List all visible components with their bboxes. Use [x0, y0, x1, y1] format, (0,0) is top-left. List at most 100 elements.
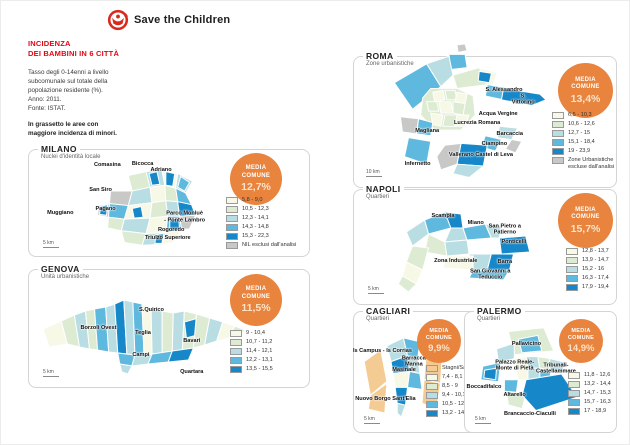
panel-milano-title: MILANO — [38, 144, 80, 154]
badge-value: 9,9% — [428, 342, 450, 354]
legend-swatch — [568, 390, 580, 397]
badge-label: COMUNE — [571, 84, 600, 90]
legend-label: 9,4 - 10,1 — [442, 392, 466, 399]
legend-item: 17,9 - 19,4 — [566, 284, 609, 291]
legend-label: 14,7 - 15,3 — [584, 390, 611, 397]
legend-label: 11,8 - 12,6 — [584, 372, 611, 378]
panel-roma-subtitle: Zone urbanistiche — [366, 61, 414, 67]
legend-label: Zone Urbanistiche escluse dall'analisi — [568, 157, 615, 170]
legend-item: 8,5 - 9 — [426, 383, 475, 390]
legend-label: 13,5 - 15,5 — [246, 366, 273, 373]
scale-label: 5 km — [368, 286, 379, 292]
napoli-map: Scampia Miano San Pietro a Patierno Pontice… — [372, 198, 554, 298]
legend-swatch — [226, 215, 238, 222]
legend-label: 13,2 - 14,4 — [584, 381, 611, 388]
legend-item: 13,9 - 14,7 — [566, 257, 609, 264]
napoli-map-svg — [397, 211, 531, 293]
milano-legend: 5,8 - 9,0 10,5 - 12,3 12,3 - 14,1 14,3 - 14… — [226, 197, 296, 252]
legend-swatch — [552, 139, 564, 146]
legend-item: 11,8 - 12,6 — [568, 372, 611, 379]
legend-item: 9,4 - 10,1 — [426, 392, 475, 399]
legend-item: 14,7 - 15,3 — [568, 390, 611, 397]
genova-scalebar: 5 km — [43, 369, 59, 377]
intro-block: INCIDENZA DEI BAMBINI IN 6 CITTÀ Tasso d… — [28, 39, 128, 139]
legend-swatch — [568, 381, 580, 388]
panel-cagliari-title: CAGLIARI — [363, 306, 414, 316]
save-the-children-logo: Save the Children — [107, 9, 230, 31]
badge-label: COMUNE — [241, 172, 271, 179]
legend-item: Zone Urbanistiche escluse dall'analisi — [552, 157, 614, 170]
legend-swatch — [552, 121, 564, 128]
panel-napoli: NAPOLI Quartieri Scampia Miano — [353, 184, 617, 305]
legend-swatch — [552, 148, 564, 155]
legend-label: Stagni/Saline — [442, 365, 475, 371]
legend-swatch — [568, 408, 580, 415]
legend-swatch — [226, 206, 238, 213]
legend-label: 14,3 - 14,8 — [242, 224, 269, 231]
palermo-legend: 11,8 - 12,6 13,2 - 14,4 14,7 - 15,3 15,7 - … — [568, 372, 611, 417]
panel-palermo-subtitle: Quartieri — [477, 316, 501, 322]
legend-label: 11,4 - 12,1 — [246, 348, 273, 355]
legend-item: 10,6 - 12,6 — [552, 121, 614, 128]
palermo-media-badge: MEDIA COMUNE 14,9% — [559, 319, 603, 363]
legend-swatch — [226, 224, 238, 231]
panel-palermo-title: PALERMO — [474, 306, 525, 316]
badge-label: MEDIA — [429, 328, 449, 335]
legend-label: 16,3 - 17,4 — [582, 275, 609, 282]
panel-roma-title: ROMA — [363, 51, 397, 61]
genova-media-badge: MEDIA COMUNE 11,5% — [230, 274, 282, 326]
legend-label: 5,8 - 9,0 — [242, 197, 263, 203]
panel-genova-title: GENOVA — [38, 264, 83, 274]
roma-media-badge: MEDIA COMUNE 13,4% — [558, 63, 613, 118]
badge-label: MEDIA — [575, 76, 596, 83]
legend-label: 19 - 23,9 — [568, 148, 591, 155]
legend-swatch — [426, 392, 438, 399]
legend-label: 12,3 - 14,1 — [242, 215, 269, 222]
panel-roma: ROMA Zone urbanistiche — [353, 43, 617, 188]
scale-label: 10 km — [366, 169, 380, 175]
milano-scalebar: 5 km — [43, 240, 59, 248]
legend-item: 5,8 - 9,0 — [226, 197, 296, 204]
legend-item: 12,7 - 15 — [552, 130, 614, 137]
legend-item: 15,1 - 18,4 — [552, 139, 614, 146]
panel-napoli-title: NAPOLI — [363, 184, 404, 194]
legend-item: 14,3 - 14,8 — [226, 224, 296, 231]
legend-swatch — [426, 374, 438, 381]
legend-swatch — [552, 157, 564, 164]
badge-label: MEDIA — [245, 165, 267, 171]
legend-item: 15,2 - 16 — [566, 266, 609, 273]
legend-swatch — [230, 348, 242, 355]
roma-map: S. Alessandro S. Vittorino Acqua Vergine Lu… — [360, 43, 552, 185]
badge-value: 14,9% — [567, 342, 595, 354]
legend-item: 12,3 - 14,1 — [226, 215, 296, 222]
legend-label: 6,5 - 10,3 — [568, 112, 592, 118]
badge-label: COMUNE — [567, 335, 595, 341]
legend-item: 12,2 - 13,1 — [230, 357, 273, 364]
legend-item: 10,5 - 12,3 — [226, 206, 296, 213]
badge-value: 12,7% — [241, 181, 271, 193]
legend-swatch — [566, 248, 578, 255]
scale-label: 5 km — [43, 240, 54, 246]
panel-napoli-subtitle: Quartieri — [366, 194, 390, 200]
legend-item: 17 - 18,9 — [568, 408, 611, 415]
legend-swatch — [552, 112, 564, 119]
legend-swatch — [426, 401, 438, 408]
palermo-scalebar: 5 km — [475, 416, 491, 424]
legend-label: 10,7 - 11,2 — [246, 339, 273, 346]
intro-note: In grassetto le aree con maggiore incide… — [28, 121, 117, 138]
cagliari-media-badge: MEDIA COMUNE 9,9% — [417, 319, 461, 363]
badge-label: COMUNE — [571, 214, 600, 220]
napoli-legend: 12,8 - 13,7 13,9 - 14,7 15,2 - 16 16,3 - 17… — [566, 248, 609, 293]
legend-item: 16,3 - 17,4 — [566, 275, 609, 282]
legend-swatch — [226, 197, 238, 204]
legend-swatch — [426, 410, 438, 417]
genova-map-svg — [42, 299, 246, 375]
page-title: INCIDENZA DEI BAMBINI IN 6 CITTÀ — [28, 39, 120, 59]
legend-item: 15,7 - 16,3 — [568, 399, 611, 406]
scale-label: 5 km — [43, 369, 54, 375]
legend-label: NIL esclusi dall'analisi — [242, 242, 297, 249]
panel-milano-subtitle: Nuclei d'identità locale — [41, 154, 101, 160]
milano-map-svg — [97, 169, 197, 246]
legend-label: 15,3 - 22,3 — [242, 233, 269, 240]
legend-item: 15,3 - 22,3 — [226, 233, 296, 240]
